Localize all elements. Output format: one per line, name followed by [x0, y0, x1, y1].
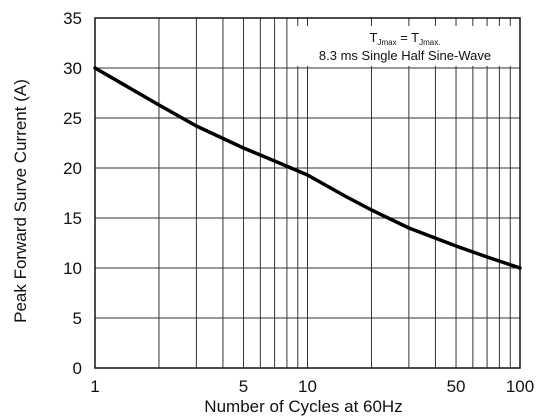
y-tick-label: 15 — [63, 209, 82, 228]
y-tick-label: 0 — [73, 359, 82, 378]
plot-frame — [94, 17, 521, 369]
y-axis-title: Peak Forward Surve Current (A) — [11, 79, 30, 323]
x-tick-label: 100 — [506, 377, 534, 396]
y-tick-label: 30 — [63, 59, 82, 78]
grid-lines — [95, 18, 520, 368]
annotation-waveform: 8.3 ms Single Half Sine-Wave — [319, 48, 491, 63]
x-tick-label: 5 — [239, 377, 248, 396]
x-tick-label: 50 — [447, 377, 466, 396]
x-axis-title: Number of Cycles at 60Hz — [204, 397, 402, 416]
annotation-tj: TJmax = TJmax. — [370, 30, 441, 47]
x-tick-label: 10 — [298, 377, 317, 396]
y-tick-label: 10 — [63, 259, 82, 278]
x-tick-label: 1 — [90, 377, 99, 396]
series-line — [93, 66, 522, 270]
x-tick-labels: 1 5 10 50 100 — [90, 377, 534, 396]
y-tick-labels: 0 5 10 15 20 25 30 35 — [63, 9, 82, 378]
annotation-box — [296, 26, 514, 66]
y-tick-label: 20 — [63, 159, 82, 178]
y-tick-label: 25 — [63, 109, 82, 128]
y-tick-label: 35 — [63, 9, 82, 28]
y-tick-label: 5 — [73, 309, 82, 328]
